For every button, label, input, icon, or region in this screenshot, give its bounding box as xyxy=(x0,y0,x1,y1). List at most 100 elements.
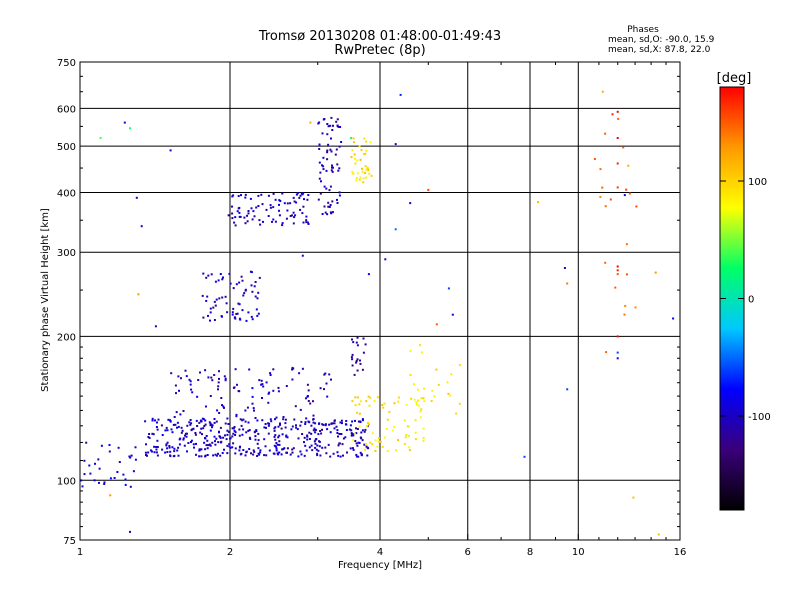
scatter-point xyxy=(433,395,436,398)
scatter-point xyxy=(294,405,297,408)
scatter-point xyxy=(151,450,153,453)
scatter-point xyxy=(304,444,307,447)
scatter-point xyxy=(247,212,250,215)
scatter-point xyxy=(286,209,289,212)
scatter-point xyxy=(315,448,318,451)
scatter-point xyxy=(236,383,238,386)
scatter-point xyxy=(294,214,297,217)
scatter-point xyxy=(290,428,293,431)
scatter-point xyxy=(321,132,324,135)
scatter-point xyxy=(148,437,151,439)
scatter-point xyxy=(201,433,203,436)
scatter-point xyxy=(250,315,253,318)
scatter-point xyxy=(200,448,203,451)
scatter-point xyxy=(604,132,607,135)
scatter-point xyxy=(241,309,244,312)
scatter-point xyxy=(349,424,352,427)
scatter-point xyxy=(423,387,425,390)
scatter-point xyxy=(622,146,625,149)
scatter-point xyxy=(397,396,400,399)
scatter-point xyxy=(272,218,275,221)
scatter-point xyxy=(169,420,172,423)
scatter-point xyxy=(214,304,217,307)
scatter-point xyxy=(250,452,252,455)
scatter-point xyxy=(365,424,368,427)
scatter-point xyxy=(144,451,147,454)
scatter-point xyxy=(323,205,326,208)
scatter-point xyxy=(330,422,333,425)
scatter-point xyxy=(245,451,248,454)
scatter-point xyxy=(624,305,627,307)
scatter-point xyxy=(323,373,326,376)
scatter-point xyxy=(234,447,237,450)
scatter-point xyxy=(247,421,250,424)
y-tick-label: 500 xyxy=(57,142,76,153)
scatter-point xyxy=(202,427,205,430)
scatter-point xyxy=(384,258,387,261)
scatter-point xyxy=(351,353,354,356)
scatter-point xyxy=(356,358,359,361)
scatter-point xyxy=(616,351,619,354)
scatter-point xyxy=(222,405,225,408)
scatter-point xyxy=(215,454,218,457)
scatter-point xyxy=(254,281,257,283)
scatter-point xyxy=(368,172,371,175)
scatter-point xyxy=(85,441,88,444)
scatter-point xyxy=(365,149,368,152)
scatter-point xyxy=(209,307,212,310)
y-tick-label: 75 xyxy=(63,536,76,547)
scatter-point xyxy=(349,447,352,450)
scatter-point xyxy=(305,219,308,222)
scatter-point xyxy=(88,464,91,467)
scatter-point xyxy=(302,221,305,224)
scatter-point xyxy=(156,454,159,457)
scatter-point xyxy=(224,377,227,380)
scatter-point xyxy=(367,169,370,171)
scatter-point xyxy=(395,449,398,452)
scatter-point xyxy=(351,170,354,173)
scatter-point xyxy=(352,172,354,175)
scatter-point xyxy=(362,337,365,340)
scatter-point xyxy=(336,432,339,434)
scatter-point xyxy=(269,206,272,209)
scatter-point xyxy=(283,202,286,205)
scatter-point xyxy=(190,388,193,391)
scatter-point xyxy=(203,441,206,444)
scatter-point xyxy=(137,293,140,296)
scatter-point xyxy=(616,273,619,276)
scatter-point xyxy=(358,178,361,181)
scatter-point xyxy=(316,454,319,457)
scatter-point xyxy=(99,137,102,139)
scatter-point xyxy=(206,295,209,298)
scatter-point xyxy=(193,446,195,449)
scatter-point xyxy=(614,286,617,289)
scatter-point xyxy=(190,422,193,425)
scatter-point xyxy=(305,221,308,224)
scatter-point xyxy=(265,381,268,384)
scatter-point xyxy=(154,325,157,328)
scatter-point xyxy=(83,459,86,462)
scatter-point xyxy=(407,425,410,428)
scatter-point xyxy=(202,418,205,421)
scatter-point xyxy=(179,437,182,440)
scatter-point xyxy=(207,376,210,379)
scatter-point xyxy=(173,416,176,418)
scatter-point xyxy=(566,388,569,391)
scatter-point xyxy=(161,434,164,436)
scatter-point xyxy=(199,371,201,374)
scatter-point xyxy=(231,313,234,316)
scatter-point xyxy=(215,437,218,440)
scatter-point xyxy=(317,449,320,452)
scatter-point xyxy=(206,454,209,456)
scatter-point xyxy=(351,338,353,341)
scatter-point xyxy=(292,447,295,450)
scatter-point xyxy=(180,426,183,429)
scatter-point xyxy=(161,448,164,451)
scatter-point xyxy=(351,149,354,152)
scatter-point xyxy=(267,422,270,425)
scatter-point xyxy=(226,444,229,447)
scatter-point xyxy=(289,215,292,217)
scatter-point xyxy=(253,450,256,453)
scatter-point xyxy=(156,421,158,424)
scatter-point xyxy=(206,439,209,442)
